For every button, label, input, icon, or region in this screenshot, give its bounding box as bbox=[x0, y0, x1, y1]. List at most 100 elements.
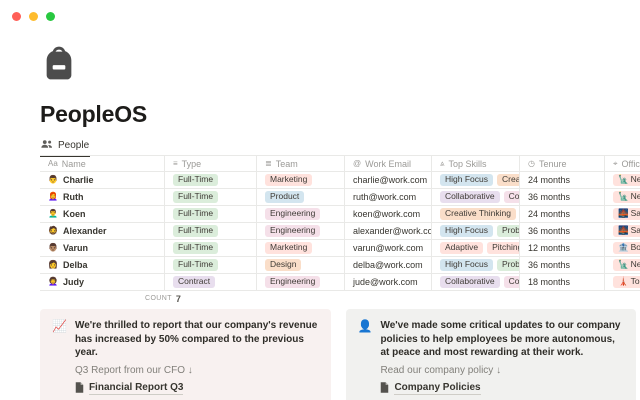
type-cell[interactable]: Full-Time bbox=[165, 172, 257, 188]
office-cell[interactable]: 🌉San Francisco bbox=[605, 206, 640, 222]
team-cell[interactable]: Engineering bbox=[257, 274, 345, 290]
skill-tag[interactable]: Problem Solving bbox=[497, 258, 519, 272]
team-cell[interactable]: Marketing bbox=[257, 240, 345, 256]
email-cell[interactable]: delba@work.com bbox=[345, 257, 432, 273]
office-tag[interactable]: 🌉San Francisco bbox=[613, 207, 640, 221]
backpack-icon[interactable] bbox=[40, 44, 78, 84]
tenure-cell[interactable]: 12 months bbox=[520, 240, 605, 256]
team-tag[interactable]: Product bbox=[265, 190, 305, 204]
office-cell[interactable]: 🗽New York bbox=[605, 172, 640, 188]
skill-tag[interactable]: High Focus bbox=[440, 258, 493, 272]
type-tag[interactable]: Full-Time bbox=[173, 190, 219, 204]
office-tag[interactable]: 🗽New York bbox=[613, 173, 640, 187]
type-tag[interactable]: Full-Time bbox=[173, 224, 219, 238]
team-tag[interactable]: Marketing bbox=[265, 173, 313, 187]
type-tag[interactable]: Full-Time bbox=[173, 207, 219, 221]
table-row[interactable]: 👩‍🦰 Ruth Full-Time Product ruth@work.com … bbox=[40, 189, 640, 206]
tab-people[interactable]: People bbox=[40, 137, 91, 157]
minimize-button[interactable] bbox=[29, 12, 38, 21]
skill-tag[interactable]: Collaborative bbox=[440, 275, 500, 289]
office-tag[interactable]: 🗼Tokyo bbox=[613, 275, 640, 289]
office-cell[interactable]: 🌉San Francisco bbox=[605, 223, 640, 239]
close-button[interactable] bbox=[12, 12, 21, 21]
email-cell[interactable]: koen@work.com bbox=[345, 206, 432, 222]
type-tag[interactable]: Contract bbox=[173, 275, 216, 289]
skill-tag[interactable]: Communication bbox=[503, 275, 519, 289]
table-row[interactable]: 👩‍🦱 Judy Contract Engineering jude@work.c… bbox=[40, 274, 640, 291]
table-row[interactable]: 👨 Charlie Full-Time Marketing charlie@wor… bbox=[40, 172, 640, 189]
skill-tag[interactable]: Collaborative bbox=[440, 190, 500, 204]
office-tag[interactable]: 🗽New York bbox=[613, 258, 640, 272]
team-tag[interactable]: Engineering bbox=[265, 275, 321, 289]
tenure-cell[interactable]: 18 months bbox=[520, 274, 605, 290]
tenure-cell[interactable]: 24 months bbox=[520, 206, 605, 222]
table-row[interactable]: 👩 Delba Full-Time Design delba@work.com H… bbox=[40, 257, 640, 274]
column-header-work-email[interactable]: @ Work Email bbox=[345, 156, 432, 171]
skills-cell[interactable]: Adaptive Pitching Contrarian bbox=[432, 240, 520, 256]
office-cell[interactable]: 🗽New York bbox=[605, 189, 640, 205]
table-row[interactable]: 👨🏽 Varun Full-Time Marketing varun@work.c… bbox=[40, 240, 640, 257]
type-tag[interactable]: Full-Time bbox=[173, 241, 219, 255]
skill-tag[interactable]: Creative Thinking bbox=[497, 173, 519, 187]
company-policies-link[interactable]: Company Policies bbox=[380, 381, 624, 396]
skills-cell[interactable]: High Focus Problem Solving bbox=[432, 257, 520, 273]
skills-cell[interactable]: High Focus Creative Thinking bbox=[432, 172, 520, 188]
tenure-cell[interactable]: 36 months bbox=[520, 257, 605, 273]
email-cell[interactable]: jude@work.com bbox=[345, 274, 432, 290]
row-count[interactable]: COUNT 7 bbox=[145, 292, 640, 305]
column-header-team[interactable]: ≣ Team bbox=[257, 156, 345, 171]
office-cell[interactable]: 🏦Boston bbox=[605, 240, 640, 256]
type-cell[interactable]: Full-Time bbox=[165, 206, 257, 222]
team-tag[interactable]: Design bbox=[265, 258, 302, 272]
column-header-top-skills[interactable]: ⩓ Top Skills bbox=[432, 156, 520, 171]
name-cell[interactable]: 👩‍🦰 Ruth bbox=[40, 189, 165, 205]
team-cell[interactable]: Design bbox=[257, 257, 345, 273]
office-cell[interactable]: 🗼Tokyo bbox=[605, 274, 640, 290]
team-cell[interactable]: Product bbox=[257, 189, 345, 205]
office-cell[interactable]: 🗽New York bbox=[605, 257, 640, 273]
team-tag[interactable]: Engineering bbox=[265, 207, 321, 221]
office-tag[interactable]: 🗽New York bbox=[613, 190, 640, 204]
skill-tag[interactable]: Pitching bbox=[487, 241, 519, 255]
zoom-button[interactable] bbox=[46, 12, 55, 21]
team-cell[interactable]: Engineering bbox=[257, 206, 345, 222]
type-cell[interactable]: Full-Time bbox=[165, 240, 257, 256]
skills-cell[interactable]: High Focus Problem Solving bbox=[432, 223, 520, 239]
tenure-cell[interactable]: 36 months bbox=[520, 189, 605, 205]
column-header-office[interactable]: ⌖Office bbox=[605, 156, 640, 171]
office-tag[interactable]: 🏦Boston bbox=[613, 241, 640, 255]
name-cell[interactable]: 👨‍🦱 Koen bbox=[40, 206, 165, 222]
type-tag[interactable]: Full-Time bbox=[173, 258, 219, 272]
skill-tag[interactable]: High Focus bbox=[440, 224, 493, 238]
tenure-cell[interactable]: 36 months bbox=[520, 223, 605, 239]
name-cell[interactable]: 👩 Delba bbox=[40, 257, 165, 273]
type-cell[interactable]: Full-Time bbox=[165, 257, 257, 273]
financial-report-link[interactable]: Financial Report Q3 bbox=[75, 381, 319, 396]
type-tag[interactable]: Full-Time bbox=[173, 173, 219, 187]
type-cell[interactable]: Full-Time bbox=[165, 223, 257, 239]
name-cell[interactable]: 🧔 Alexander bbox=[40, 223, 165, 239]
team-tag[interactable]: Marketing bbox=[265, 241, 313, 255]
skill-tag[interactable]: Communication bbox=[503, 190, 519, 204]
email-cell[interactable]: varun@work.com bbox=[345, 240, 432, 256]
skill-tag[interactable]: Problem Solving bbox=[497, 224, 519, 238]
column-header-type[interactable]: ≡ Type bbox=[165, 156, 257, 171]
office-tag[interactable]: 🌉San Francisco bbox=[613, 224, 640, 238]
column-header-name[interactable]: Aa Name bbox=[40, 156, 165, 171]
type-cell[interactable]: Contract bbox=[165, 274, 257, 290]
type-cell[interactable]: Full-Time bbox=[165, 189, 257, 205]
email-cell[interactable]: charlie@work.com bbox=[345, 172, 432, 188]
email-cell[interactable]: alexander@work.com bbox=[345, 223, 432, 239]
skills-cell[interactable]: Collaborative Communication bbox=[432, 189, 520, 205]
skill-tag[interactable]: High Focus bbox=[440, 173, 493, 187]
skill-tag[interactable]: Creative Thinking bbox=[440, 207, 516, 221]
team-tag[interactable]: Engineering bbox=[265, 224, 321, 238]
table-row[interactable]: 👨‍🦱 Koen Full-Time Engineering koen@work.… bbox=[40, 206, 640, 223]
name-cell[interactable]: 👩‍🦱 Judy bbox=[40, 274, 165, 290]
name-cell[interactable]: 👨🏽 Varun bbox=[40, 240, 165, 256]
skill-tag[interactable]: Adaptive bbox=[440, 241, 484, 255]
skills-cell[interactable]: Creative Thinking Communication bbox=[432, 206, 520, 222]
team-cell[interactable]: Engineering bbox=[257, 223, 345, 239]
column-header-tenure[interactable]: ◷ Tenure bbox=[520, 156, 605, 171]
table-row[interactable]: 🧔 Alexander Full-Time Engineering alexand… bbox=[40, 223, 640, 240]
